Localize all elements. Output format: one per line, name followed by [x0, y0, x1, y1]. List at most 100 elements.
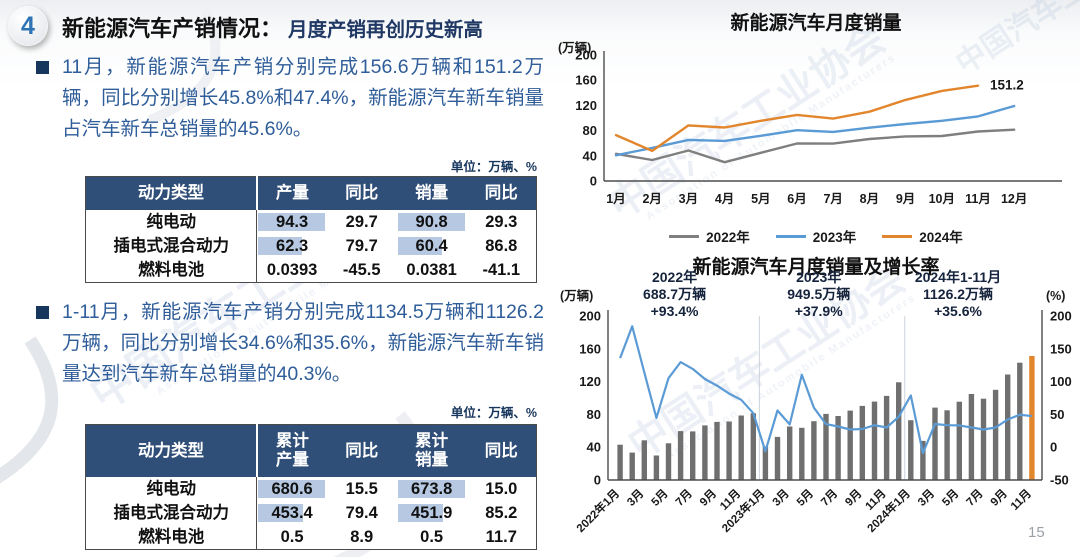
year-annotation: 2022年 688.7万辆+93.4% — [643, 269, 706, 319]
table-cell: 0.0393 — [266, 261, 318, 279]
row-label: 燃料电池 — [85, 258, 258, 283]
svg-text:9月: 9月 — [843, 487, 865, 509]
table-row: 燃料电池 0.5 8.9 0.5 11.7 — [85, 525, 537, 550]
line-series-2024年 — [614, 84, 980, 153]
legend-item-2023年: 2023年 — [775, 226, 856, 246]
svg-text:80: 80 — [583, 123, 597, 138]
sales-bar — [932, 407, 938, 480]
svg-text:160: 160 — [575, 73, 597, 88]
svg-text:7月: 7月 — [964, 487, 986, 509]
legend-swatch — [669, 234, 700, 238]
sales-bar — [702, 425, 708, 480]
svg-text:(万辆): (万辆) — [558, 40, 591, 55]
sales-bar — [944, 410, 950, 480]
chart-legend: 2022年 2023年 2024年 — [552, 226, 1080, 246]
table-cell: -45.5 — [342, 261, 381, 279]
table-cell: 86.8 — [485, 237, 518, 255]
svg-text:9月: 9月 — [896, 192, 915, 206]
column-header: 销量 — [396, 176, 467, 210]
sales-bar — [871, 401, 878, 480]
chart-title-sales-growth: 新能源汽车月度销量及增长率 — [692, 257, 940, 278]
cumulative-power-type-table: 动力类型 累计 产量 同比 累计 销量 同比 纯电动 680.6 15.5 673.8 15.0 插电式… — [85, 424, 537, 550]
table-cell: 453.4 — [257, 501, 327, 525]
title-subtitle: 月度产销再创历史新高 — [288, 19, 484, 41]
svg-text:9月: 9月 — [697, 487, 719, 509]
table-cell: 60.4 — [397, 234, 467, 258]
svg-text:11月: 11月 — [1008, 487, 1034, 513]
svg-text:(万辆): (万辆) — [560, 288, 593, 303]
table-cell: 79.4 — [345, 504, 378, 522]
column-header: 同比 — [466, 424, 537, 477]
column-header: 累计 产量 — [256, 424, 327, 477]
table-cell: 0.0381 — [406, 261, 457, 279]
svg-text:200: 200 — [575, 48, 597, 63]
sales-bar — [847, 410, 853, 480]
svg-text:120: 120 — [575, 98, 597, 113]
svg-text:3月: 3月 — [625, 487, 647, 509]
row-label: 插电式混合动力 — [85, 234, 258, 258]
svg-text:5月: 5月 — [794, 487, 816, 509]
sales-bar — [799, 427, 805, 480]
sales-bar — [762, 446, 769, 480]
sales-bar — [629, 452, 635, 480]
legend-swatch — [882, 234, 913, 238]
sales-bar — [726, 421, 732, 480]
column-header: 动力类型 — [85, 176, 258, 210]
row-label: 纯电动 — [85, 210, 258, 234]
column-header: 累计 销量 — [396, 424, 467, 477]
sales-bar — [980, 398, 987, 480]
table-cell: 673.8 — [397, 477, 467, 501]
svg-text:7月: 7月 — [818, 487, 840, 509]
table-cell: 0.5 — [280, 528, 304, 546]
sales-bar — [774, 436, 781, 480]
svg-text:10月: 10月 — [929, 192, 955, 206]
bullet-point-2: 1-11月，新能源汽车产销分别完成1134.5万辆和1126.2万辆，同比分别增… — [36, 297, 544, 390]
svg-text:2022年1月: 2022年1月 — [573, 486, 622, 535]
table-row: 插电式混合动力 62.3 79.7 60.4 86.8 — [85, 234, 537, 258]
svg-text:3月: 3月 — [915, 487, 937, 509]
sales-bar — [1017, 362, 1023, 480]
row-label: 插电式混合动力 — [85, 501, 258, 525]
data-bar — [258, 212, 325, 232]
table-cell: 85.2 — [485, 504, 518, 522]
svg-text:3月: 3月 — [679, 192, 698, 206]
table-row: 插电式混合动力 453.4 79.4 451.9 85.2 — [85, 501, 537, 525]
svg-text:120: 120 — [579, 374, 601, 389]
table-cell: 0.5 — [420, 528, 444, 546]
svg-text:40: 40 — [583, 148, 597, 163]
svg-text:80: 80 — [587, 407, 601, 422]
column-header: 产量 — [256, 176, 327, 210]
sales-bar — [738, 415, 744, 480]
column-header: 动力类型 — [85, 424, 258, 477]
sales-bar — [896, 382, 902, 480]
table-cell: 15.5 — [345, 480, 378, 498]
table-cell: 29.7 — [345, 213, 378, 231]
chart-title-monthly-sales: 新能源汽车月度销量 — [730, 13, 902, 34]
svg-text:0: 0 — [590, 174, 597, 189]
svg-text:50: 50 — [1050, 407, 1064, 422]
table-row: 燃料电池 0.0393 -45.5 0.0381 -41.1 — [85, 258, 537, 283]
year-annotation: 2024年1-11月 1126.2万辆+35.6% — [915, 269, 1001, 319]
sales-bar — [992, 389, 999, 480]
monthly-sales-line-chart: (万辆) 0 40 80 120 160 200 1月 2月 3月 4月 5月 6月 7月 8月 9月 10月 1… — [558, 40, 1062, 206]
unit-label: 单位：万辆、% — [450, 160, 537, 174]
sales-bar — [714, 421, 720, 480]
svg-text:9月: 9月 — [988, 487, 1010, 509]
table-cell: 15.0 — [485, 480, 518, 498]
sales-bar — [968, 394, 975, 480]
sales-bar — [787, 426, 793, 480]
sales-bar — [920, 440, 926, 480]
svg-text:-50: -50 — [1050, 473, 1069, 488]
sales-bar — [677, 431, 684, 480]
data-bar — [258, 236, 303, 256]
table-row: 纯电动 680.6 15.5 673.8 15.0 — [85, 477, 537, 501]
legend-item-2022年: 2022年 — [669, 226, 750, 246]
section-number-badge: 4 — [8, 6, 48, 46]
sales-bar — [883, 395, 890, 480]
data-bar — [258, 479, 325, 499]
svg-text:5月: 5月 — [940, 487, 962, 509]
sales-bar — [653, 455, 660, 480]
sales-bar — [641, 440, 647, 480]
sales-bar — [823, 413, 829, 480]
